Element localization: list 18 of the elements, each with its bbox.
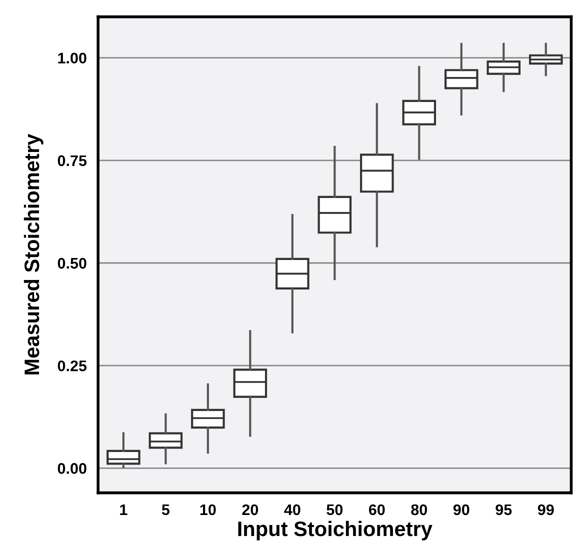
y-tick-label: 0.25 (58, 360, 87, 372)
x-tick-label: 60 (368, 504, 385, 516)
x-tick-label: 80 (411, 504, 428, 516)
x-tick-label: 95 (496, 504, 512, 516)
y-axis-title: Measured Stoichiometry (24, 134, 44, 374)
x-tick-label: 5 (162, 504, 170, 516)
y-tick-label: 0.50 (58, 258, 86, 269)
y-tick-label: 0.75 (58, 155, 87, 166)
x-tick-label: 50 (326, 504, 343, 516)
x-tick-label: 1 (120, 504, 128, 515)
y-tick-label: 1.00 (58, 52, 86, 64)
x-tick-label: 40 (284, 504, 300, 516)
x-tick-label: 10 (200, 504, 216, 516)
x-axis-title: Input Stoichiometry (238, 520, 432, 540)
x-tick-label: 99 (538, 504, 554, 516)
x-tick-label: 90 (453, 504, 470, 516)
x-tick-label: 20 (242, 504, 258, 516)
y-tick-label: 0.00 (58, 463, 86, 474)
